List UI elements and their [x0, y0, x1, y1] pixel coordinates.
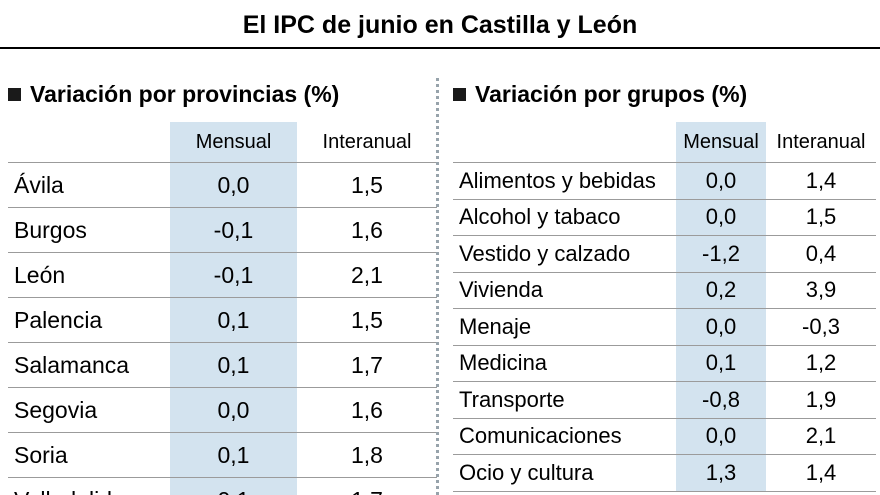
table-row: Valladolid 0,1 1,7 [8, 478, 437, 495]
row-label: Salamanca [14, 351, 130, 378]
mensual-value: 0,1 [676, 345, 766, 381]
interanual-value: 1,4 [805, 167, 837, 193]
empty-header-cell [8, 122, 170, 162]
interanual-value: 1,7 [351, 351, 383, 378]
mensual-value: 0,0 [676, 309, 766, 345]
groups-panel: Variación por grupos (%) Mensual Interan… [437, 49, 880, 495]
provinces-section-title: Variación por provincias (%) [30, 81, 340, 107]
table-row: León -0,1 2,1 [8, 253, 437, 298]
square-bullet-icon [453, 87, 466, 101]
row-label: Segovia [14, 396, 98, 423]
mensual-value: 0,0 [170, 163, 297, 207]
interanual-value: 2,1 [805, 423, 837, 449]
row-label: Vivienda [459, 277, 543, 303]
interanual-value: 1,5 [351, 306, 383, 333]
mensual-column-header: Mensual [676, 122, 766, 162]
table-row: Menaje 0,0 -0,3 [453, 309, 876, 346]
interanual-value: 2,1 [351, 261, 383, 288]
row-label: Soria [14, 441, 68, 468]
table-row: Ocio y cultura 1,3 1,4 [453, 455, 876, 492]
mensual-value: 0,1 [170, 343, 297, 387]
row-label: Alimentos y bebidas [459, 167, 656, 193]
mensual-value: 0,2 [676, 272, 766, 308]
square-bullet-icon [8, 87, 21, 101]
mensual-value: 0,0 [676, 199, 766, 235]
mensual-column-header: Mensual [170, 122, 297, 162]
mensual-value: 0,1 [170, 478, 297, 495]
row-label: Vestido y calzado [459, 240, 631, 266]
mensual-value: 1,3 [676, 455, 766, 491]
table-row: Salamanca 0,1 1,7 [8, 343, 437, 388]
mensual-value: 0,0 [676, 418, 766, 454]
provinces-table-header: Mensual Interanual [8, 122, 437, 163]
row-label: Transporte [459, 386, 565, 412]
interanual-value: 1,5 [805, 204, 837, 230]
interanual-column-header: Interanual [776, 130, 866, 153]
provinces-panel: Variación por provincias (%) Mensual Int… [0, 49, 437, 495]
table-row: Transporte -0,8 1,9 [453, 382, 876, 419]
row-label: Menaje [459, 313, 532, 339]
interanual-value: 1,5 [351, 171, 383, 198]
interanual-column-header: Interanual [322, 130, 412, 153]
title-rule [0, 47, 880, 49]
table-row: Alcohol y tabaco 0,0 1,5 [453, 199, 876, 236]
row-label: Medicina [459, 350, 548, 376]
dotted-divider [436, 78, 439, 495]
table-row: Segovia 0,0 1,6 [8, 388, 437, 433]
interanual-value: 1,7 [297, 478, 437, 495]
mensual-value: 0,1 [170, 433, 297, 477]
interanual-value: 1,4 [805, 459, 837, 485]
mensual-value: 0,1 [170, 298, 297, 342]
row-label: Valladolid [8, 478, 170, 495]
page-title: El IPC de junio en Castilla y León [242, 11, 638, 39]
groups-section-header: Variación por grupos (%) [453, 79, 876, 109]
table-row: Burgos -0,1 1,6 [8, 208, 437, 253]
interanual-value: 1,6 [351, 396, 383, 423]
mensual-value: -0,1 [170, 253, 297, 297]
interanual-value: 0,4 [805, 240, 837, 266]
columns: Variación por provincias (%) Mensual Int… [0, 49, 880, 495]
empty-header-cell [453, 122, 676, 162]
interanual-value: 1,9 [805, 386, 837, 412]
mensual-value: 0,0 [676, 163, 766, 199]
mensual-value: -1,2 [676, 236, 766, 272]
row-label: Ocio y cultura [459, 459, 594, 485]
row-label: Burgos [14, 216, 87, 243]
groups-table-header: Mensual Interanual [453, 122, 876, 163]
interanual-value: -0,3 [802, 313, 840, 339]
table-row: Soria 0,1 1,8 [8, 433, 437, 478]
row-label: Comunicaciones [459, 423, 622, 449]
table-row: Vestido y calzado -1,2 0,4 [453, 236, 876, 273]
interanual-value: 1,6 [351, 216, 383, 243]
interanual-value: 1,2 [805, 350, 837, 376]
mensual-value: -0,8 [676, 382, 766, 418]
row-label: Ávila [14, 171, 64, 198]
table-row: Alimentos y bebidas 0,0 1,4 [453, 163, 876, 200]
table-row: Palencia 0,1 1,5 [8, 298, 437, 343]
row-label: Palencia [14, 306, 103, 333]
mensual-value: -0,1 [170, 208, 297, 252]
groups-section-title: Variación por grupos (%) [475, 81, 748, 107]
provinces-section-header: Variación por provincias (%) [8, 79, 437, 109]
table-row: Medicina 0,1 1,2 [453, 345, 876, 382]
row-label: León [14, 261, 66, 288]
interanual-value: 3,9 [805, 277, 837, 303]
table-row: Ávila 0,0 1,5 [8, 163, 437, 208]
table-row: Comunicaciones 0,0 2,1 [453, 418, 876, 455]
interanual-value: 1,8 [351, 441, 383, 468]
row-label: Alcohol y tabaco [459, 204, 621, 230]
mensual-value: 0,0 [170, 388, 297, 432]
table-row: Vivienda 0,2 3,9 [453, 272, 876, 309]
